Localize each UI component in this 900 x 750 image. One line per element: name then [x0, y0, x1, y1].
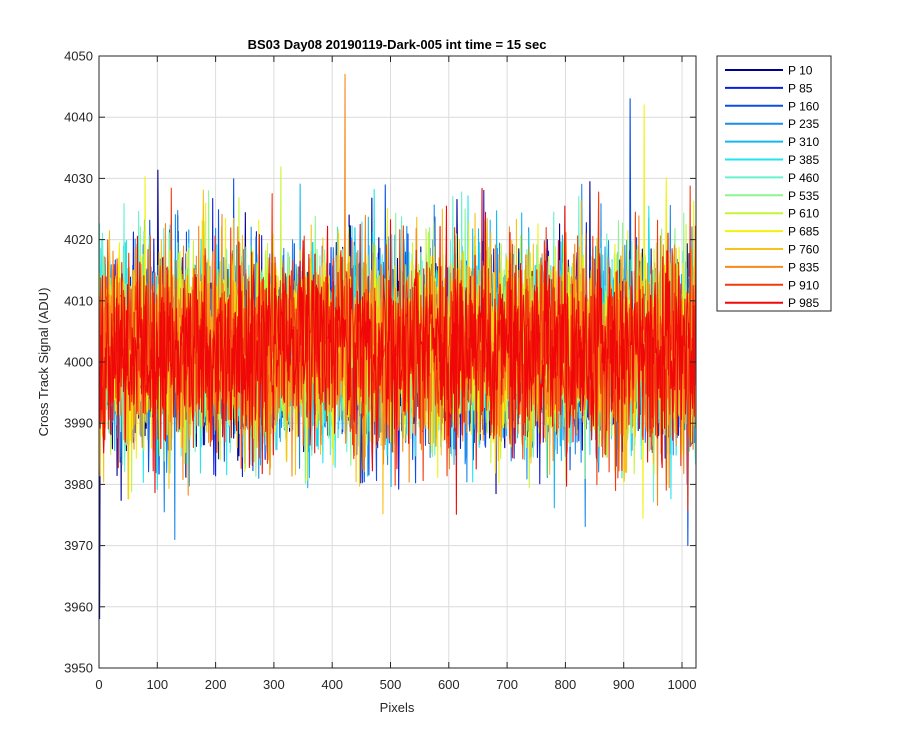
y-tick-label: 3990 [64, 416, 93, 431]
legend-label: P 310 [788, 135, 819, 149]
y-tick-label: 4000 [64, 355, 93, 370]
legend-label: P 985 [788, 296, 819, 310]
legend-label: P 10 [788, 64, 813, 78]
y-tick-label: 3960 [64, 599, 93, 614]
legend-item[interactable]: P 835 [725, 260, 819, 274]
x-tick-label: 700 [496, 677, 518, 692]
data-layer [99, 73, 696, 620]
legend-item[interactable]: P 760 [725, 243, 819, 257]
y-tick-label: 3970 [64, 538, 93, 553]
y-axis-title: Cross Track Signal (ADU) [36, 288, 51, 437]
tick-layer: 0 100 200 300 400 500 600 700 800 900 1000 3950 3960… [64, 49, 696, 693]
legend-label: P 610 [788, 207, 819, 221]
legend-item[interactable]: P 10 [725, 64, 813, 78]
x-tick-label: 600 [438, 677, 460, 692]
legend-item[interactable]: P 910 [725, 278, 819, 292]
y-tick-label: 3980 [64, 477, 93, 492]
legend-item[interactable]: P 685 [725, 225, 819, 239]
x-tick-label: 200 [205, 677, 227, 692]
legend-item[interactable]: P 985 [725, 296, 819, 310]
y-tick-label: 4020 [64, 232, 93, 247]
legend-label: P 85 [788, 81, 813, 95]
y-tick-label: 4050 [64, 49, 93, 64]
y-tick-label: 4040 [64, 110, 93, 125]
x-tick-label: 900 [613, 677, 635, 692]
x-tick-label: 1000 [668, 677, 697, 692]
legend-label: P 385 [788, 153, 819, 167]
x-tick-label: 500 [380, 677, 402, 692]
x-tick-label: 400 [321, 677, 343, 692]
y-tick-label: 4030 [64, 171, 93, 186]
series-line-p985 [99, 187, 696, 515]
x-tick-label: 0 [95, 677, 102, 692]
chart-title: BS03 Day08 20190119-Dark-005 int time = … [248, 37, 547, 52]
legend-label: P 910 [788, 278, 819, 292]
x-tick-label: 300 [263, 677, 285, 692]
y-tick-label: 3950 [64, 661, 93, 676]
legend-label: P 160 [788, 99, 819, 113]
legend-item[interactable]: P 85 [725, 81, 813, 95]
y-tick-label: 4010 [64, 293, 93, 308]
x-tick-label: 100 [146, 677, 168, 692]
legend-label: P 535 [788, 189, 819, 203]
legend-item[interactable]: P 385 [725, 153, 819, 167]
x-tick-label: 800 [555, 677, 577, 692]
x-axis-title: Pixels [380, 700, 415, 715]
legend-item[interactable]: P 310 [725, 135, 819, 149]
legend-label: P 235 [788, 117, 819, 131]
legend-item[interactable]: P 535 [725, 189, 819, 203]
legend-label: P 835 [788, 260, 819, 274]
legend-item[interactable]: P 610 [725, 207, 819, 221]
legend-label: P 685 [788, 225, 819, 239]
legend-label: P 760 [788, 243, 819, 257]
legend-item[interactable]: P 160 [725, 99, 819, 113]
legend-item[interactable]: P 235 [725, 117, 819, 131]
legend-box [716, 55, 832, 312]
legend[interactable]: P 10 P 85 P 160 P 235 P 310 P 385 P 460 P 535 P … [716, 55, 832, 312]
legend-label: P 460 [788, 171, 819, 185]
legend-item[interactable]: P 460 [725, 171, 819, 185]
